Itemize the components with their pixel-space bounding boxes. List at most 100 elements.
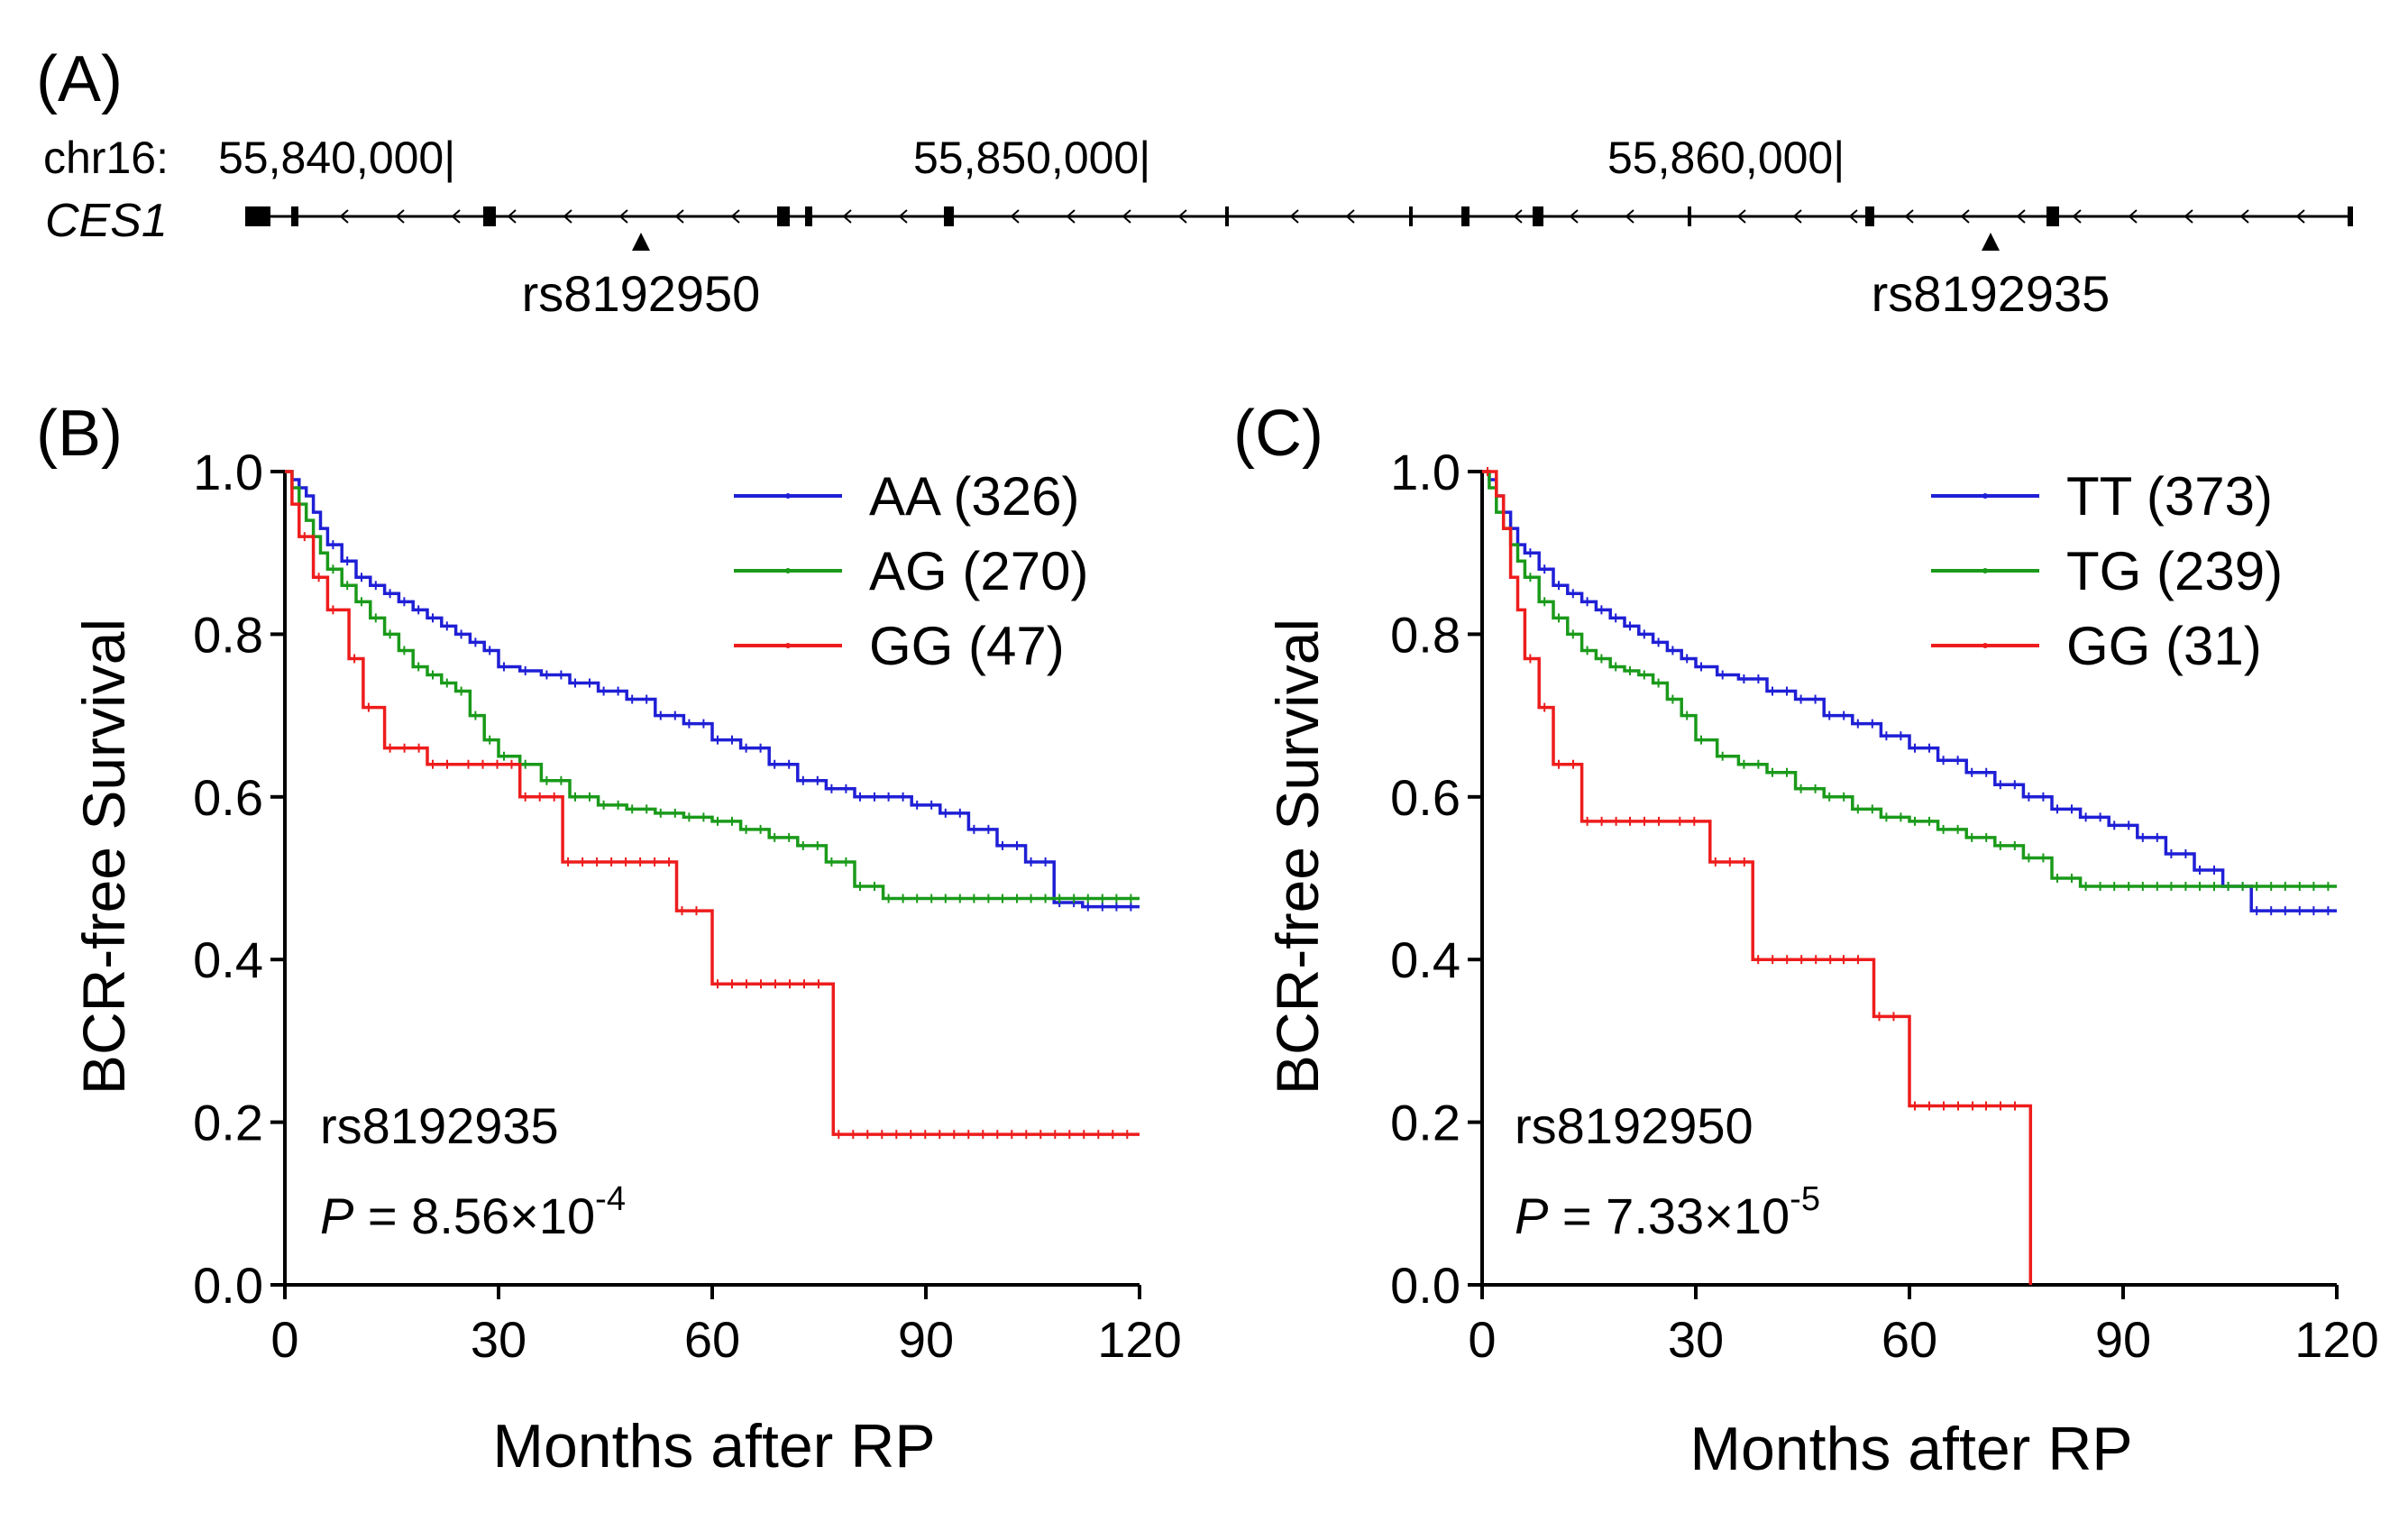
p-symbol: P (320, 1187, 353, 1244)
strand-arrow-icon (1177, 209, 1187, 224)
p-symbol: P (1515, 1187, 1548, 1244)
legend-marker (785, 493, 791, 499)
strand-arrow-icon (842, 209, 852, 224)
exon (777, 206, 790, 226)
x-tick-label: 90 (898, 1311, 954, 1368)
legend: AA (326) AG (270) GG (47) (734, 466, 1088, 676)
strand-arrow-icon (1289, 209, 1299, 224)
y-tick-label: 0.8 (193, 606, 263, 663)
position-label-3: 55,860,000| (1607, 133, 1845, 183)
strand-arrow-icon (1122, 209, 1131, 224)
legend-label: TG (239) (2066, 541, 2283, 601)
strand-arrow-icon (563, 209, 572, 224)
exon (944, 206, 954, 226)
legend-marker (1982, 493, 1988, 499)
strand-arrow-icon (1066, 209, 1076, 224)
snp-annotation: rs8192950 (1515, 1097, 1753, 1154)
strand-arrow-icon (507, 209, 517, 224)
x-tick-label: 0 (270, 1311, 298, 1368)
censor-marks (1529, 548, 2330, 916)
legend: TT (373) TG (239) GG (31) (1931, 466, 2283, 676)
y-tick-label: 1.0 (193, 444, 263, 500)
exon (291, 206, 298, 226)
y-tick-label: 0.6 (193, 769, 263, 826)
survival-curve-gg (1482, 470, 2033, 1285)
axis-ticks: 0.0 0.2 0.4 0.6 0.8 1.0 0 30 60 90 120 (1390, 444, 2379, 1368)
strand-arrow-icon (2295, 209, 2305, 224)
panel-label-c: (C) (1233, 398, 1323, 470)
gene-name: CES1 (45, 195, 168, 247)
x-tick-label: 60 (684, 1311, 740, 1368)
strand-arrow-icon (339, 209, 349, 224)
snp-marker-rs8192950: rs8192950 (522, 233, 761, 322)
strand-arrow-icon (674, 209, 684, 224)
p-value-annotation: P = 7.33×10-5 (1515, 1180, 1820, 1244)
censor-marks (1487, 467, 2016, 1111)
snp-marker-rs8192935: rs8192935 (1872, 233, 2110, 322)
survival-chart-b: (B) BCR-free Survival Months after RP 0.… (36, 398, 1182, 1481)
x-axis-label: Months after RP (1689, 1415, 2132, 1483)
y-tick-label: 0.0 (193, 1257, 263, 1314)
legend-label: GG (31) (2066, 616, 2262, 676)
strand-arrow-icon (1625, 209, 1634, 224)
exon (1409, 206, 1413, 226)
x-tick-label: 90 (2095, 1311, 2151, 1368)
strand-arrow-icon (1792, 209, 1802, 224)
survival-curve-tt (1482, 470, 2337, 912)
strand-arrow-icon (1569, 209, 1579, 224)
censor-marks (1529, 573, 2330, 892)
snp-triangle-icon (632, 233, 650, 251)
x-tick-label: 120 (1097, 1311, 1181, 1368)
legend-marker (1982, 643, 1988, 648)
strand-arrow-icon (2128, 209, 2138, 224)
panel-label-b: (B) (36, 398, 123, 470)
x-tick-label: 30 (1668, 1311, 1724, 1368)
strand-arrow-icon (618, 209, 628, 224)
legend-marker (785, 568, 791, 573)
exon (245, 206, 270, 226)
strand-arrow-icon (1345, 209, 1355, 224)
snp-label: rs8192950 (522, 265, 761, 322)
p-mantissa: = 7.33×10 (1548, 1187, 1790, 1244)
survival-curves (285, 470, 1140, 1140)
legend-marker (785, 643, 791, 648)
survival-curve-ag (285, 470, 1140, 901)
y-axis-label: BCR-free Survival (70, 619, 137, 1095)
survival-chart-c: (C) BCR-free Survival Months after RP 0.… (1233, 398, 2379, 1483)
censor-marks (332, 540, 1132, 912)
gene-model (245, 206, 2353, 226)
legend-label: AG (270) (869, 541, 1088, 601)
exon (1225, 206, 1229, 226)
exon (2348, 206, 2353, 226)
axis-ticks: 0.0 0.2 0.4 0.6 0.8 1.0 0 30 60 90 120 (193, 444, 1182, 1368)
position-label-2: 55,850,000| (913, 133, 1150, 183)
censor-marks (332, 564, 1132, 903)
strand-arrow-icon (1960, 209, 1970, 224)
exon (483, 206, 496, 226)
y-tick-label: 0.8 (1390, 606, 1460, 663)
strand-arrow-icon (2072, 209, 2082, 224)
strand-arrow-icon (395, 209, 405, 224)
strand-arrow-icon (730, 209, 740, 224)
snp-annotation: rs8192935 (320, 1097, 559, 1154)
p-exponent: -5 (1790, 1180, 1820, 1218)
strand-arrow-icon (898, 209, 908, 224)
legend-marker (1982, 568, 1988, 573)
strand-arrow-icon (451, 209, 461, 224)
exon (1461, 206, 1470, 226)
legend-label: TT (373) (2066, 466, 2273, 527)
chromosome-label: chr16: (43, 133, 169, 183)
y-tick-label: 0.0 (1390, 1257, 1460, 1314)
exon (1688, 206, 1691, 226)
survival-curves (1482, 467, 2337, 1285)
censor-marks (303, 532, 1129, 1140)
survival-curve-aa (285, 470, 1140, 909)
gene-track-panel: (A) chr16: 55,840,000| 55,850,000| 55,86… (36, 43, 2353, 322)
snp-triangle-icon (1982, 233, 2000, 251)
strand-arrow-icon (1848, 209, 1858, 224)
position-label-1: 55,840,000| (218, 133, 455, 183)
p-mantissa: = 8.56×10 (353, 1187, 595, 1244)
strand-arrow-icon (2184, 209, 2193, 224)
strand-arrow-icon (2016, 209, 2026, 224)
